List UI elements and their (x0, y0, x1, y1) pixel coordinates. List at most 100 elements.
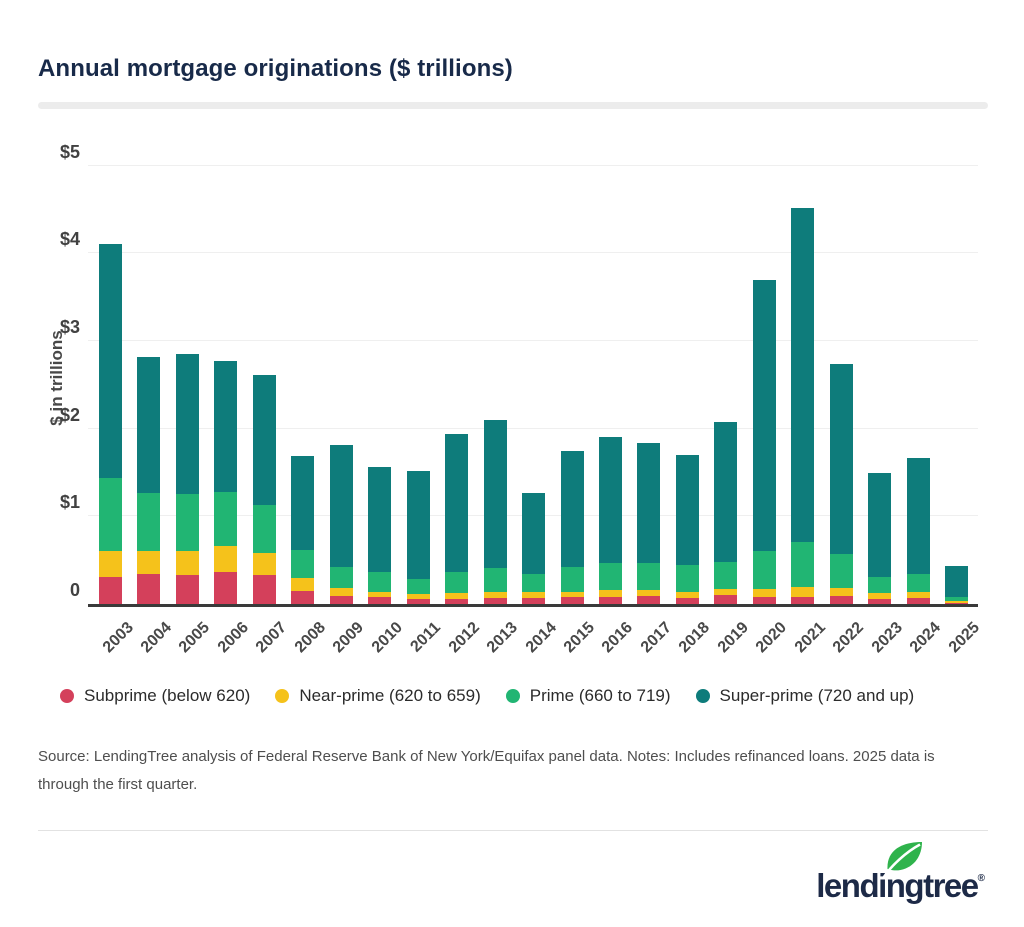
bar-2003 (99, 244, 122, 604)
x-axis-label-2024: 2024 (906, 619, 945, 657)
bar-segment-prime (291, 549, 315, 578)
bar-segment-super-prime (560, 451, 584, 568)
bar-segment-near-prime (829, 588, 853, 597)
y-axis-tick-label: $1 (59, 492, 80, 513)
bar-segment-prime (137, 492, 161, 552)
x-axis-label-2011: 2011 (407, 619, 445, 656)
legend-label: Prime (660 to 719) (529, 686, 671, 705)
x-axis-label-2012: 2012 (445, 619, 483, 657)
gridline-4 (88, 252, 978, 254)
x-axis-label-2005: 2005 (176, 619, 214, 657)
bar-segment-subprime (868, 598, 892, 604)
bar-segment-prime (945, 597, 969, 602)
bar-segment-subprime (445, 598, 469, 604)
bar-segment-near-prime (368, 591, 392, 597)
bar-segment-near-prime (522, 591, 546, 598)
source-note: Source: LendingTree analysis of Federal … (38, 748, 935, 793)
bar-segment-prime (752, 551, 776, 590)
bar-segment-subprime (906, 597, 930, 604)
bar-segment-near-prime (99, 551, 122, 577)
footer-divider (38, 830, 988, 831)
legend-dot-icon (505, 689, 520, 703)
bar-segment-super-prime (522, 492, 546, 575)
bar-segment-super-prime (868, 473, 892, 577)
x-axis-label-2015: 2015 (560, 619, 599, 657)
x-axis-label-2014: 2014 (522, 619, 560, 657)
bar-segment-near-prime (598, 589, 622, 597)
legend-label: Near-prime (620 to 659) (299, 686, 481, 705)
bar-segment-near-prime (560, 591, 584, 597)
bar-2021 (791, 207, 815, 604)
x-axis-label-2004: 2004 (137, 619, 175, 657)
legend-item: Subprime (below 620) (60, 686, 250, 706)
bar-segment-subprime (637, 596, 661, 604)
bar-segment-subprime (329, 596, 353, 604)
bar-segment-super-prime (214, 361, 238, 492)
bar-segment-prime (598, 562, 622, 590)
bar-2019 (714, 421, 738, 604)
x-axis-label-2009: 2009 (330, 619, 368, 657)
legend-item: Prime (660 to 719) (505, 686, 671, 706)
bar-segment-near-prime (906, 591, 930, 598)
logo-wordmark: lendingtree (816, 867, 979, 904)
bar-segment-subprime (829, 596, 853, 604)
bar-2010 (368, 467, 392, 604)
x-axis-label-2008: 2008 (291, 619, 329, 657)
lendingtree-logo: lendingtree® (816, 842, 985, 910)
x-axis-label-2003: 2003 (99, 619, 137, 657)
bar-segment-near-prime (445, 592, 469, 599)
bar-segment-near-prime (791, 587, 815, 597)
bar-segment-prime (906, 574, 930, 592)
bar-segment-prime (329, 567, 353, 589)
bar-2025 (945, 566, 969, 604)
bar-segment-near-prime (752, 589, 776, 597)
bar-2005 (175, 354, 199, 604)
gridline-2 (88, 427, 978, 429)
bar-segment-super-prime (445, 433, 469, 573)
bar-segment-subprime (483, 597, 507, 604)
bar-segment-prime (252, 504, 276, 554)
bar-segment-prime (560, 567, 584, 592)
bar-2007 (252, 375, 276, 604)
x-axis-label-2018: 2018 (676, 619, 714, 657)
bar-segment-subprime (214, 571, 238, 604)
bar-segment-super-prime (406, 470, 430, 579)
bar-segment-subprime (99, 576, 122, 604)
bar-segment-subprime (945, 603, 969, 604)
bar-segment-subprime (522, 597, 546, 604)
plot-area: 0 $1 $2 $3 $4 $5 2003 2004 2005 2006 2007 2008 2009 2… (60, 140, 983, 657)
bar-segment-subprime (291, 590, 315, 604)
bar-2018 (675, 454, 699, 604)
bar-segment-prime (868, 576, 892, 593)
y-axis-tick-label: $4 (59, 229, 80, 250)
bar-2004 (137, 356, 161, 604)
bar-2014 (522, 492, 546, 604)
bar-2024 (906, 457, 930, 604)
x-axis-label-2017: 2017 (637, 619, 675, 657)
bar-segment-subprime (598, 596, 622, 604)
bar-segment-subprime (714, 595, 738, 604)
bar-segment-super-prime (99, 244, 122, 478)
chart-title: Annual mortgage originations ($ trillion… (38, 55, 513, 82)
title-divider (38, 102, 988, 109)
bar-segment-near-prime (252, 553, 276, 576)
bar-segment-near-prime (675, 591, 699, 598)
bar-segment-prime (714, 561, 738, 590)
bar-segment-super-prime (945, 566, 969, 598)
bar-segment-super-prime (714, 421, 738, 562)
bar-segment-subprime (368, 596, 392, 604)
bar-segment-near-prime (406, 593, 430, 599)
y-axis-tick-label: $3 (59, 316, 80, 337)
legend-item: Super-prime (720 and up) (695, 686, 914, 706)
bar-2006 (214, 361, 238, 604)
bar-segment-super-prime (752, 279, 776, 552)
bar-2013 (483, 419, 507, 604)
legend-dot-icon (275, 689, 290, 703)
bar-segment-prime (522, 574, 546, 592)
bar-segment-subprime (406, 598, 430, 604)
bar-segment-subprime (252, 575, 276, 604)
legend-dot-icon (695, 689, 710, 703)
bar-2016 (598, 437, 622, 604)
bar-segment-near-prime (483, 591, 507, 598)
gridline-5 (88, 164, 978, 166)
